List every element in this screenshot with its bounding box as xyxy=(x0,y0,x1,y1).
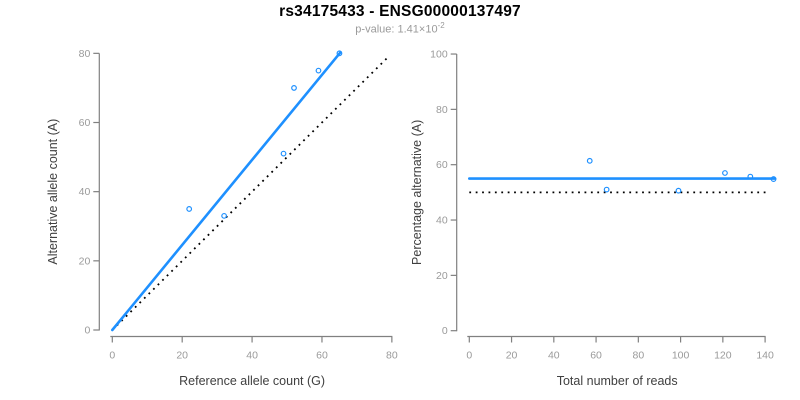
x-tick-label: 80 xyxy=(632,350,644,362)
y-tick-label: 0 xyxy=(84,325,90,337)
y-tick-label: 80 xyxy=(436,104,448,116)
data-point xyxy=(221,212,228,219)
y-tick-label: 40 xyxy=(436,215,448,227)
y-axis-label: Percentage alternative (A) xyxy=(410,120,424,265)
data-point xyxy=(747,173,754,180)
x-tick-label: 40 xyxy=(548,350,560,362)
data-point xyxy=(186,206,193,212)
data-point xyxy=(280,150,287,157)
x-tick-label: 140 xyxy=(756,350,774,362)
x-tick-label: 80 xyxy=(386,350,398,362)
y-axis-label: Alternative allele count (A) xyxy=(46,119,60,265)
data-point xyxy=(770,176,777,182)
x-tick-label: 0 xyxy=(466,350,472,362)
data-point xyxy=(675,187,682,194)
y-tick-label: 40 xyxy=(79,186,91,198)
data-point xyxy=(291,85,297,91)
y-tick-label: 20 xyxy=(436,270,448,282)
figure-subtitle: p-value: 1.41×10-2 xyxy=(0,21,800,36)
x-axis-label: Total number of reads xyxy=(557,374,678,388)
x-axis-label: Reference allele count (G) xyxy=(179,374,325,388)
y-tick-label: 20 xyxy=(79,255,91,267)
data-point xyxy=(315,67,322,74)
y-tick-label: 60 xyxy=(436,159,448,171)
x-tick-label: 20 xyxy=(506,350,518,362)
identity-line xyxy=(111,56,389,331)
data-point xyxy=(336,50,343,57)
x-tick-label: 20 xyxy=(176,350,188,362)
p-value-exponent: -2 xyxy=(437,21,445,30)
x-tick-label: 40 xyxy=(246,350,258,362)
figure-title: rs34175433 - ENSG00000137497 xyxy=(279,3,521,20)
data-point xyxy=(603,186,610,193)
y-tick-label: 80 xyxy=(79,48,91,60)
data-point xyxy=(722,170,728,176)
y-tick-label: 0 xyxy=(442,325,448,337)
x-tick-label: 0 xyxy=(109,350,115,362)
x-tick-label: 100 xyxy=(672,350,690,362)
fit-line xyxy=(111,50,342,332)
p-value-text: p-value: 1.41×10 xyxy=(355,23,438,36)
percentage-alternative-scatter: 0 20 40 60 80 100 0 20 40 60 80 100 120 140 Total numb… xyxy=(410,49,777,388)
y-tick-label: 60 xyxy=(79,117,91,129)
data-point xyxy=(586,157,593,164)
allele-count-scatter: 0 20 40 60 80 0 20 40 60 80 Reference allele count… xyxy=(46,48,398,388)
x-tick-label: 60 xyxy=(590,350,602,362)
x-tick-label: 120 xyxy=(714,350,732,362)
y-tick-label: 100 xyxy=(430,49,448,61)
x-tick-label: 60 xyxy=(316,350,328,362)
